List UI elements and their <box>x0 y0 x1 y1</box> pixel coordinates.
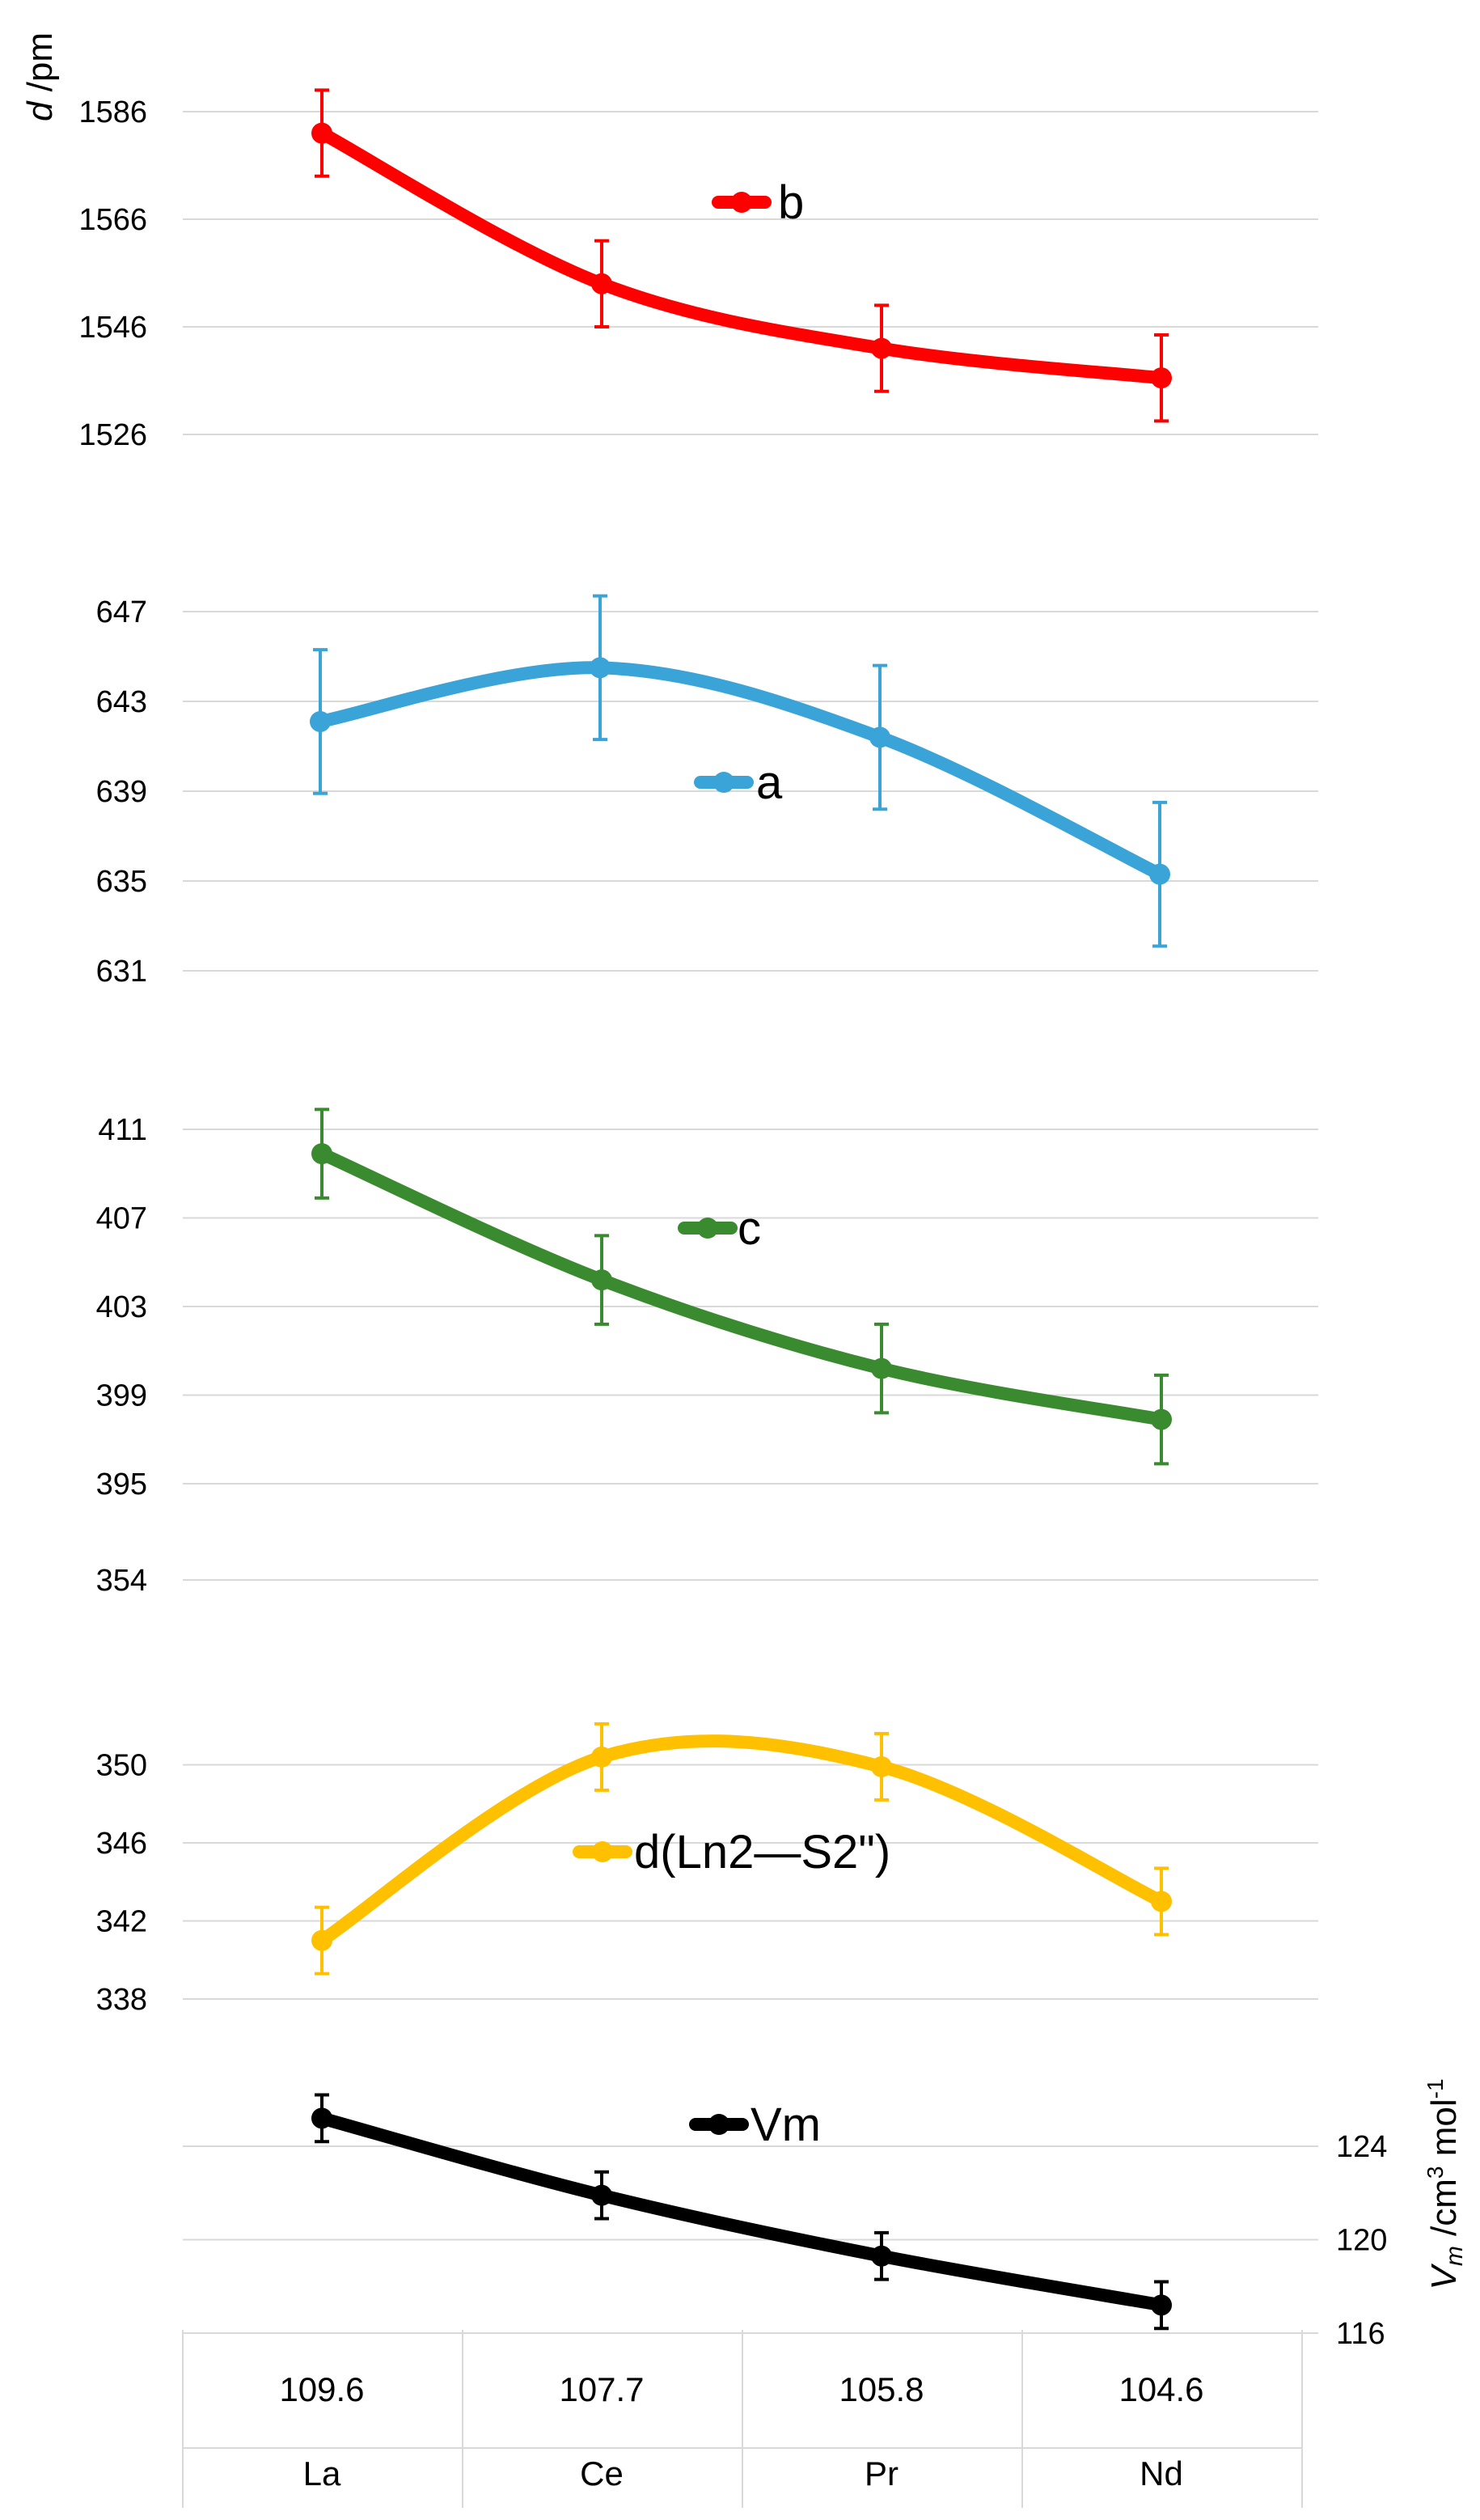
category-radius-label: 109.6 <box>279 2370 364 2408</box>
y-tick-label: 411 <box>98 1113 147 1147</box>
panel-c: 411 407 403 399 395 c <box>96 1108 1318 1501</box>
legend-d: d(Ln2—S2") <box>573 1826 890 1878</box>
category-radius-label: 105.8 <box>839 2370 924 2408</box>
y-tick-label: 354 <box>96 1564 147 1598</box>
data-point <box>591 2184 612 2206</box>
category-element-label: Nd <box>1140 2454 1183 2492</box>
legend-label: b <box>778 176 804 229</box>
data-point <box>310 710 331 732</box>
data-point <box>591 1269 612 1291</box>
legend-label: a <box>756 756 783 809</box>
data-point <box>1151 367 1172 389</box>
y-tick-label: 399 <box>96 1379 147 1413</box>
data-point <box>1151 1408 1172 1430</box>
data-point <box>591 273 612 294</box>
series-line-a <box>314 661 1166 881</box>
panel-vm: Vm /cm3 mol-1 124 120 116 Vm <box>183 2078 1468 2351</box>
legend-c: c <box>678 1202 761 1255</box>
legend-b: b <box>712 176 804 229</box>
y-tick-label: 1586 <box>78 95 147 129</box>
legend-vm: Vm <box>689 2099 821 2151</box>
y-tick-label: 338 <box>96 1983 147 2017</box>
y-axis-title-vm: Vm /cm3 mol-1 <box>1423 2078 1468 2289</box>
series-line-c <box>315 1147 1168 1426</box>
y-tick-label: 346 <box>96 1827 147 1861</box>
legend-label: Vm <box>751 2099 821 2151</box>
legend-a: a <box>694 756 783 809</box>
y-tick-label: 639 <box>96 775 147 809</box>
y-tick-label: 1526 <box>78 418 147 452</box>
category-element-label: Ce <box>580 2454 624 2492</box>
y-tick-label: 635 <box>96 865 147 899</box>
category-radius-label: 107.7 <box>559 2370 644 2408</box>
data-point <box>871 2245 892 2267</box>
y-tick-label: 643 <box>96 685 147 719</box>
y-tick-label: 120 <box>1336 2224 1387 2258</box>
data-point <box>871 1357 892 1379</box>
y-tick-label: 407 <box>96 1202 147 1236</box>
panel-b: d /pm 1586 1566 1546 1526 b <box>20 32 1318 452</box>
y-tick-label: 1546 <box>78 311 147 345</box>
category-radius-label: 104.6 <box>1118 2370 1203 2408</box>
y-tick-label: 342 <box>96 1905 147 1939</box>
category-element-label: La <box>303 2454 341 2492</box>
y-tick-label: 395 <box>96 1468 147 1501</box>
category-element-label: Pr <box>865 2454 899 2492</box>
data-point <box>311 1929 332 1951</box>
y-tick-label: 350 <box>96 1749 147 1783</box>
data-point <box>1151 2294 1172 2316</box>
category-table: 109.6 107.7 105.8 104.6 La Ce Pr Nd <box>182 2330 1303 2508</box>
panel-a: 647 643 639 635 631 a <box>96 594 1318 989</box>
data-point <box>311 1143 332 1165</box>
data-point <box>311 2107 332 2129</box>
legend-label: d(Ln2—S2") <box>634 1826 890 1878</box>
data-point <box>871 1756 892 1777</box>
data-point <box>869 726 890 748</box>
y-axis-title-d: d /pm <box>20 32 60 121</box>
y-tick-label: 631 <box>96 955 147 989</box>
series-line-b <box>315 126 1168 385</box>
data-point <box>871 337 892 359</box>
data-point <box>590 657 611 679</box>
data-point <box>1149 863 1170 885</box>
data-point <box>591 1746 612 1768</box>
y-tick-label: 124 <box>1336 2130 1387 2164</box>
y-tick-label: 1566 <box>78 203 147 237</box>
data-point <box>311 122 332 144</box>
series-line-vm <box>315 2111 1168 2312</box>
data-point <box>1151 1891 1172 1912</box>
panel-d-ln2-s2: 354 350 346 342 338 d(Ln2—S2") <box>96 1564 1318 2017</box>
y-tick-label: 647 <box>96 595 147 629</box>
y-tick-label: 403 <box>96 1290 147 1324</box>
y-tick-label: 116 <box>1336 2317 1385 2351</box>
legend-label: c <box>738 1202 761 1255</box>
series-line-d <box>315 1734 1168 1947</box>
